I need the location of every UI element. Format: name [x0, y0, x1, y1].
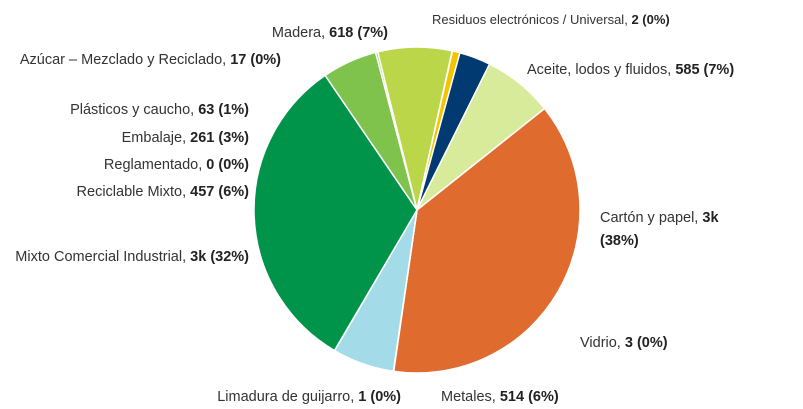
slice-label: Metales, 514 (6%) — [441, 386, 559, 409]
category-name: Residuos electrónicos / Universal, — [432, 12, 628, 27]
category-name: Cartón y papel, — [600, 210, 699, 226]
pie-slice — [253, 74, 418, 352]
value-label: 3 (0%) — [624, 335, 668, 351]
pie-slice — [374, 50, 418, 211]
category-name: Azúcar – Mezclado y Reciclado, — [19, 52, 227, 68]
category-name: Mixto Comercial Industrial, — [15, 249, 187, 265]
slice-label: Embalaje, 261 (3%) — [122, 127, 249, 150]
value-label: 2 (0%) — [631, 12, 670, 27]
value-label: 618 (7%) — [329, 25, 388, 41]
slice-label: Aceite, lodos y fluidos, 585 (7%) — [527, 59, 734, 82]
slice-label: Cartón y papel, 3k (38%) — [600, 207, 750, 253]
slice-label: Azúcar – Mezclado y Reciclado, 17 (0%) — [16, 49, 281, 72]
category-name: Vidrio, — [580, 335, 621, 351]
slice-label: Reciclable Mixto, 457 (6%) — [77, 181, 249, 204]
category-name: Metales, — [441, 389, 496, 405]
value-label: 1 (0%) — [358, 389, 401, 405]
slice-label: Plásticos y caucho, 63 (1%) — [70, 99, 249, 122]
value-label: 0 (0%) — [206, 157, 249, 173]
value-label: 17 (0%) — [230, 52, 281, 68]
slice-label: Residuos electrónicos / Universal, 2 (0%… — [432, 8, 670, 31]
value-label: 514 (6%) — [499, 389, 559, 405]
value-label: 3k (32%) — [190, 249, 249, 265]
category-name: Limadura de guijarro, — [217, 389, 355, 405]
category-name: Madera, — [271, 25, 326, 41]
value-label: 3k (38%) — [600, 210, 719, 249]
slice-label: Reglamentado, 0 (0%) — [104, 154, 249, 177]
value-label: 585 (7%) — [675, 62, 735, 78]
category-name: Reciclable Mixto, — [76, 184, 187, 200]
category-name: Aceite, lodos y fluidos, — [527, 62, 672, 78]
slice-label: Mixto Comercial Industrial, 3k (32%) — [14, 246, 249, 269]
category-name: Reglamentado, — [103, 157, 203, 173]
category-name: Embalaje, — [121, 130, 187, 146]
value-label: 63 (1%) — [198, 102, 249, 118]
slice-label: Vidrio, 3 (0%) — [580, 332, 668, 355]
pie-slice — [392, 107, 581, 374]
value-label: 457 (6%) — [190, 184, 249, 200]
slice-label: Madera, 618 (7%) — [272, 22, 388, 45]
slice-label: Limadura de guijarro, 1 (0%) — [217, 386, 401, 409]
value-label: 261 (3%) — [190, 130, 249, 146]
category-name: Plásticos y caucho, — [70, 102, 195, 118]
